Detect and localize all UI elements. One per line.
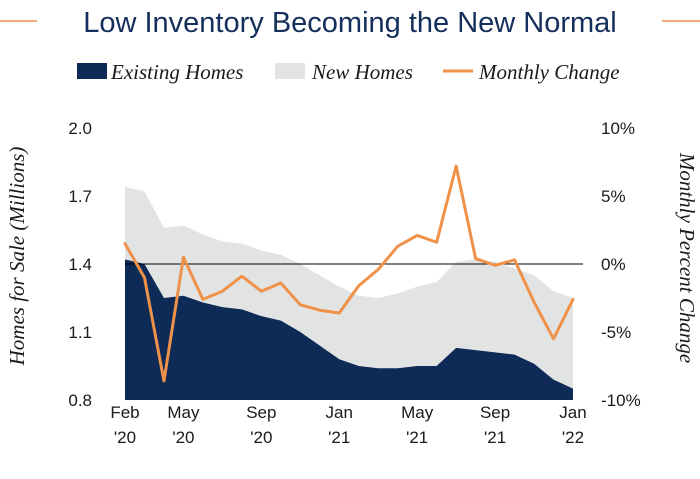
x-tick-label-year: '21 — [484, 428, 506, 447]
right-tick-label: 10% — [601, 119, 635, 138]
x-tick-label-year: '21 — [406, 428, 428, 447]
left-tick-label: 1.4 — [68, 255, 92, 274]
left-tick-label: 2.0 — [68, 119, 92, 138]
x-tick-label-year: '20 — [250, 428, 272, 447]
right-tick-label: -5% — [601, 323, 631, 342]
plot-area — [123, 164, 583, 400]
legend-label-existing: Existing Homes — [110, 60, 243, 84]
x-tick-label-month: Jan — [326, 403, 353, 422]
left-tick-label: 1.1 — [68, 323, 92, 342]
x-tick-label-month: May — [401, 403, 434, 422]
series-monthly-change-line — [123, 164, 575, 383]
x-tick-label-month: Sep — [246, 403, 276, 422]
series-existing-homes-area — [125, 259, 573, 400]
x-tick-label-year: '20 — [114, 428, 136, 447]
legend-swatch-existing — [77, 63, 107, 79]
right-tick-label: 0% — [601, 255, 626, 274]
x-tick-label-year: '21 — [328, 428, 350, 447]
left-tick-label: 0.8 — [68, 391, 92, 410]
chart-title: Low Inventory Becoming the New Normal — [83, 7, 617, 39]
left-tick-label: 1.7 — [68, 187, 92, 206]
right-axis-ticks: 10% 5% 0% -5% -10% — [601, 119, 641, 410]
x-tick-label-month: Sep — [480, 403, 510, 422]
x-tick-label-month: Jan — [559, 403, 586, 422]
x-tick-label-month: Feb — [110, 403, 139, 422]
right-tick-label: -10% — [601, 391, 641, 410]
legend-label-new: New Homes — [311, 60, 413, 84]
legend: Existing Homes New Homes Monthly Change — [77, 60, 620, 84]
left-axis-title: Homes for Sale (Millions) — [5, 147, 29, 367]
x-tick-label-year: '20 — [172, 428, 194, 447]
right-tick-label: 5% — [601, 187, 626, 206]
legend-swatch-new — [275, 63, 305, 79]
left-axis-ticks: 2.0 1.7 1.4 1.1 0.8 — [68, 119, 92, 410]
legend-label-change: Monthly Change — [478, 60, 620, 84]
x-axis-ticks: Feb '20 May '20 Sep '20 Jan '21 May '21 Sep '21 Jan '… — [110, 403, 586, 447]
x-tick-label-year: '22 — [562, 428, 584, 447]
right-axis-title: Monthly Percent Change — [675, 152, 699, 363]
x-tick-label-month: May — [167, 403, 200, 422]
